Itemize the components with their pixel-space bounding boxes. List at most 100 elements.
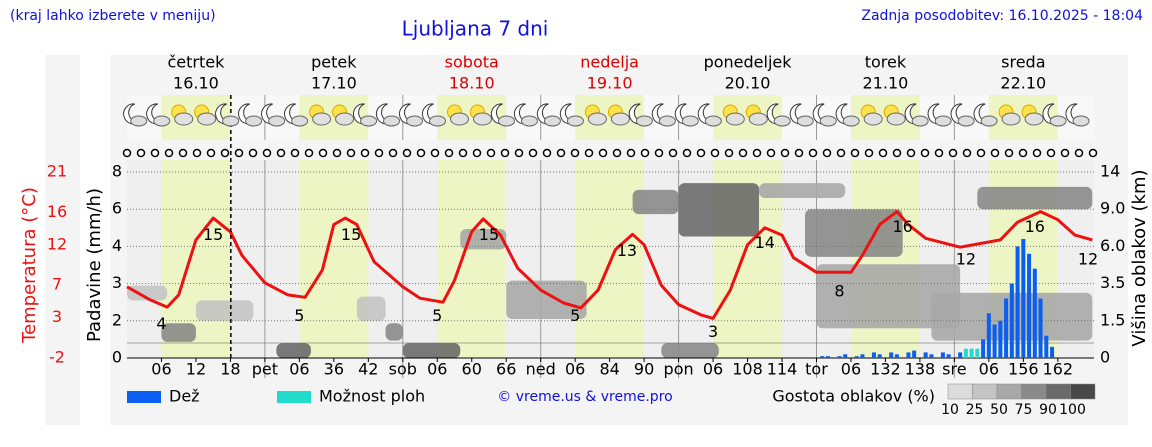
wind-marker	[1088, 148, 1098, 158]
wind-marker	[794, 148, 804, 158]
day-name: nedelja	[580, 53, 639, 72]
wind-marker	[1018, 148, 1028, 158]
weather-icon	[1042, 103, 1067, 127]
wind-marker	[374, 148, 384, 158]
cloud	[610, 112, 630, 126]
x-tick-label: 06	[151, 360, 171, 379]
cloud	[360, 115, 378, 127]
cloud-layer	[356, 296, 386, 321]
weather-icon	[194, 104, 217, 126]
x-tick-label: pon	[664, 360, 694, 379]
x-tick-label: 06	[289, 360, 309, 379]
cloud	[748, 112, 768, 126]
cloud	[796, 115, 814, 127]
wind-marker	[360, 148, 370, 158]
day-date: 19.10	[587, 74, 633, 93]
wind-marker	[388, 148, 398, 158]
temp-tick-label: 12	[47, 234, 67, 253]
cloud-layer	[506, 280, 587, 319]
wind-marker	[906, 148, 916, 158]
precip-bar	[929, 354, 934, 358]
precip-bar	[1038, 298, 1043, 358]
wind-marker	[178, 148, 188, 158]
cloud	[543, 115, 561, 127]
cloud	[681, 115, 699, 127]
weather-icon	[559, 103, 584, 127]
weather-icon	[353, 103, 378, 127]
cloud	[383, 115, 401, 127]
wind-marker	[262, 148, 272, 158]
x-tick-label: 36	[324, 360, 344, 379]
temp-tick-label: -2	[49, 348, 65, 367]
x-tick-label: 06	[841, 360, 861, 379]
wind-marker	[724, 148, 734, 158]
wind-marker	[430, 148, 440, 158]
temp-tick-label: 21	[47, 162, 67, 181]
wind-marker	[248, 148, 258, 158]
precip-bar	[923, 352, 928, 358]
weather-icon	[398, 103, 424, 127]
weather-icon	[812, 103, 837, 127]
weather-icon	[1065, 103, 1090, 127]
x-tick-label: 60	[462, 360, 482, 379]
precip-tick-label: 3	[112, 273, 122, 292]
cloud-layer	[402, 343, 461, 358]
wind-marker	[1074, 148, 1084, 158]
wind-marker	[836, 148, 846, 158]
weather-icon	[674, 103, 699, 127]
density-label: 25	[966, 402, 984, 418]
daylight-band	[437, 160, 507, 358]
x-tick-label: 06	[565, 360, 585, 379]
cloud	[497, 115, 515, 127]
day-date: 20.10	[725, 74, 771, 93]
weather-icon	[860, 104, 883, 126]
wind-marker	[514, 148, 524, 158]
precip-bar	[1021, 238, 1026, 358]
x-tick-label: 42	[358, 360, 378, 379]
x-tick-label: ned	[526, 360, 556, 379]
temp-extreme-label: 12	[956, 249, 976, 268]
precip-bar	[912, 350, 917, 358]
weather-icon	[490, 103, 515, 127]
weather-icon	[376, 103, 401, 127]
weather-icon	[789, 103, 814, 127]
x-tick-label: 18	[220, 360, 240, 379]
day-date: 21.10	[863, 74, 909, 93]
day-date: 17.10	[311, 74, 357, 93]
cloud	[312, 112, 332, 126]
wind-marker	[640, 148, 650, 158]
weather-icon	[421, 103, 447, 127]
x-tick-label: 06	[703, 360, 723, 379]
cloud-tick-label: 6.0	[1100, 236, 1125, 255]
weather-icon	[513, 103, 538, 127]
wind-marker	[696, 148, 706, 158]
weather-icon	[215, 103, 240, 127]
precip-tick-label: 6	[112, 199, 122, 218]
day-name: četrtek	[168, 53, 226, 72]
cloud-tick-label: 1.5	[1100, 310, 1125, 329]
wind-marker	[1060, 148, 1070, 158]
cloud	[174, 112, 194, 126]
density-label: 75	[1015, 402, 1033, 418]
density-swatch	[996, 383, 1022, 400]
weather-icon	[238, 103, 263, 127]
density-label: 100	[1059, 402, 1086, 418]
precip-tick-label: 2	[112, 310, 122, 329]
precip-bar	[825, 356, 830, 358]
wind-marker	[318, 148, 328, 158]
temp-extreme-label: 15	[479, 225, 499, 244]
temp-axis-title: Temperatura (°C)	[19, 187, 40, 344]
precip-bar	[992, 324, 997, 358]
x-tick-label: 06	[979, 360, 999, 379]
precip-bar	[958, 352, 963, 358]
x-tick-label: 90	[634, 360, 654, 379]
cloud	[153, 115, 171, 127]
precip-axis-title: Padavine (mm/h)	[84, 188, 105, 342]
x-tick-label: 108	[732, 360, 763, 379]
cloud	[197, 112, 217, 126]
wind-marker	[682, 148, 692, 158]
wind-marker	[920, 148, 930, 158]
wind-marker	[990, 148, 1000, 158]
weather-icon	[536, 103, 561, 127]
precip-bar	[1027, 253, 1032, 358]
